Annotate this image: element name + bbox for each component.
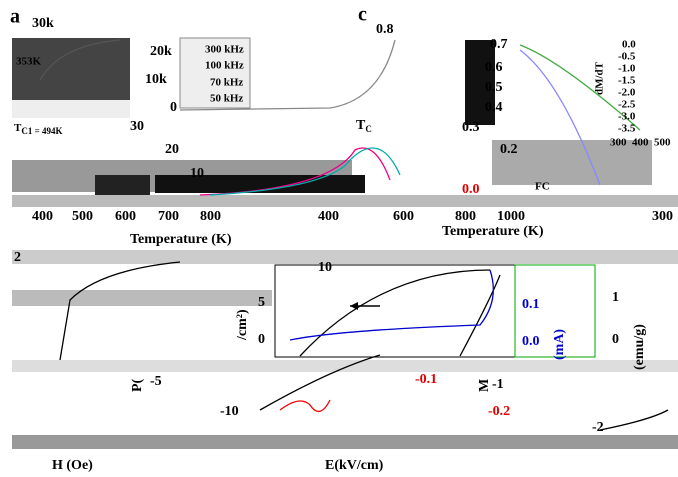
y-tick-label: 0.2 [500,142,518,157]
text: C1 = 494K [21,126,62,136]
inset-y-tick: -3.5 [618,123,636,135]
y-tick-label: 10 [318,260,332,275]
panel-letter: a [10,6,20,28]
x-tick-label: 1000 [497,209,525,224]
legend-entry: 100 kHz [205,60,244,72]
y-axis-label: P( [130,378,145,392]
inset-y-tick: 0.0 [622,39,636,51]
x-tick-label: 500 [72,209,93,224]
block [12,435,678,449]
curve [280,400,330,411]
y-tick-label: 20 [165,142,179,157]
y-tick-label: 0 [170,100,177,115]
y-tick-label: 0.5 [485,80,503,95]
x-tick-label: 700 [158,209,179,224]
y-tick-label: 0 [258,332,265,347]
y-tick-label: 0.0 [462,182,480,197]
m-tick-label: 1 [612,290,619,305]
m-axis-label: (emu/g) [632,324,647,370]
inset-y-tick: -2.5 [618,99,636,111]
inset-x-tick: 300 [610,137,627,149]
legend-entry: 70 kHz [210,77,243,89]
inset-y-tick: -3.0 [618,111,636,123]
y-tick-label: 0.6 [485,60,503,75]
annotation: 353K [16,56,42,68]
y-tick-label: 20k [150,44,172,59]
x-axis-label: E(kV/cm) [325,458,384,473]
current-tick-label: 0.0 [522,334,540,349]
inset-y-tick: -1.5 [618,75,636,87]
x-tick-label: 400 [318,209,339,224]
annotation: TC1 = 494K [14,122,62,137]
inset-y-tick: -2.0 [618,87,636,99]
y-tick-label: 0.7 [490,37,508,52]
block [95,175,150,197]
y-tick-label: -10 [220,404,239,419]
y-tick-label: 30k [32,16,54,31]
current-axis-label: (mA) [552,329,567,360]
y-tick-label: 0.8 [376,22,394,37]
x-axis-label: H (Oe) [52,458,93,473]
block [12,195,678,207]
y-tick-label: 0.4 [485,100,503,115]
text: C [365,124,372,134]
x-tick-label: 800 [455,209,476,224]
x-tick-label: 400 [32,209,53,224]
curve [600,410,668,430]
y-tick-label: 2 [14,250,21,265]
x-tick-label: 600 [115,209,136,224]
inset-y-label: dM/dT [594,61,606,95]
y-tick-label: 10k [145,72,167,87]
panel-letter: c [358,4,367,26]
figure: a 30k 353K TC1 = 494K 20k 10k 0 300 kHz … [0,0,678,477]
y-tick-label: 30 [130,119,144,134]
inset-x-tick: 400 [632,137,649,149]
y-axis-label: /cm²) [235,309,250,341]
m-tick-label: -2 [592,420,604,435]
inset-x-tick: 500 [654,137,671,149]
m-tick-label: 0 [612,332,619,347]
legend-entry: FC [535,181,550,193]
block [12,250,678,264]
x-axis-label: Temperature (K) [130,232,232,247]
block [12,100,130,118]
x-axis-label: Temperature (K) [442,224,544,239]
x-tick-label: 600 [393,209,414,224]
m-tick-label: -1 [492,377,504,392]
block [12,360,678,372]
pe-axes [275,265,515,357]
y-tick-label: -5 [150,374,162,389]
legend-entry: 50 kHz [210,93,243,105]
legend-entry: 300 kHz [205,44,244,56]
current-tick-label: -0.1 [415,372,437,387]
current-tick-label: -0.2 [488,404,510,419]
curve [60,262,180,360]
block [12,38,130,100]
m-axis-symbol: M [477,379,492,392]
inset-y-tick: -1.0 [618,63,636,75]
annotation: TC [356,118,372,134]
x-tick-label: 300 [652,209,673,224]
inset-y-tick: -0.5 [618,51,636,63]
y-tick-label: 10 [190,166,204,181]
block [12,290,272,306]
current-tick-label: 0.1 [522,297,540,312]
y-tick-label: 5 [258,295,265,310]
x-tick-label: 800 [200,209,221,224]
artifacts [12,38,678,449]
y-tick-label: 0.3 [462,120,480,135]
